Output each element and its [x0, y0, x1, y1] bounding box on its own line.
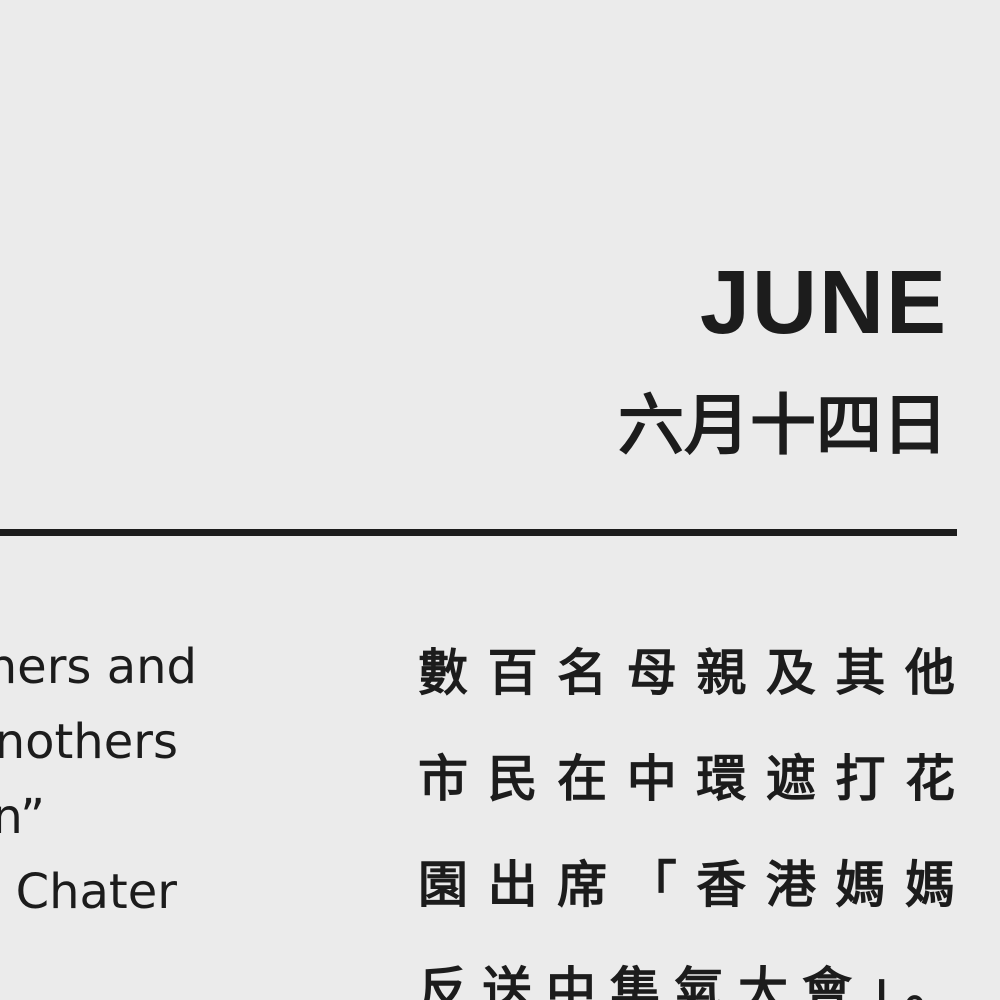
english-text: hers and nothers n” Chater: [0, 639, 197, 920]
english-line: n”: [0, 789, 45, 845]
date: 六月十四日: [618, 386, 948, 464]
divider: [0, 529, 957, 536]
chinese-line: 反送中集氣大會」。: [418, 961, 955, 1000]
english-line: Chater: [16, 864, 178, 920]
month: JUNE: [700, 253, 948, 353]
english-line: nothers: [0, 714, 178, 770]
english-line: hers and: [0, 639, 197, 695]
